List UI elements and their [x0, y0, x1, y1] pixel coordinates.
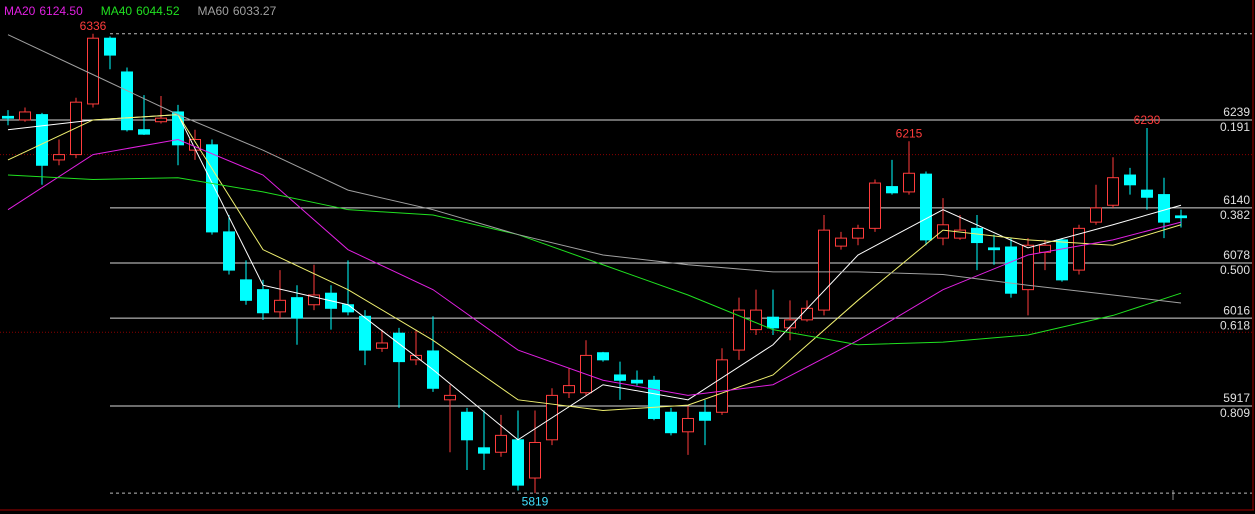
candle-body: [988, 247, 1000, 251]
candle-body: [614, 374, 626, 381]
candle-body: [1005, 246, 1017, 294]
candle-body: [1175, 215, 1187, 219]
candle-body: [733, 309, 745, 351]
candle-body: [920, 173, 932, 241]
extreme-annotation: 6230: [1134, 113, 1161, 127]
candle-body: [835, 237, 847, 247]
candle-body: [291, 297, 303, 319]
candle-body: [19, 111, 31, 121]
candle-body: [495, 434, 507, 453]
candle-body: [512, 439, 524, 486]
legend-name: MA20: [4, 4, 36, 18]
ma-line: [7, 34, 1182, 304]
candle-body: [886, 186, 898, 194]
candle-body: [121, 71, 133, 131]
level-price: 6016: [1223, 303, 1250, 317]
candle-body: [1158, 194, 1170, 223]
legend-value: 6124.50: [39, 4, 83, 18]
candle-body: [699, 411, 711, 421]
candle-body: [529, 441, 541, 479]
candle-body: [104, 37, 116, 56]
ma-line: [7, 174, 1182, 346]
candle-body: [665, 411, 677, 434]
candle-body: [376, 342, 388, 349]
legend-name: MA60: [198, 4, 230, 18]
candle-body: [87, 37, 99, 105]
candle-body: [631, 379, 643, 384]
level-ratio: 0.382: [1220, 208, 1250, 222]
candle-body: [155, 117, 167, 123]
candle-body: [2, 115, 14, 119]
candle-body: [359, 315, 371, 351]
candle-body: [954, 229, 966, 239]
candle-body: [903, 172, 915, 193]
candle-body: [240, 279, 252, 301]
candle-body: [1056, 239, 1068, 281]
ma-line: [7, 114, 1182, 411]
level-price: 6239: [1223, 105, 1250, 119]
candle-body: [1141, 189, 1153, 198]
candle-body: [767, 316, 779, 329]
level-ratio: 0.809: [1220, 406, 1250, 420]
candle-body: [1124, 174, 1136, 186]
candle-body: [716, 359, 728, 413]
candle-body: [784, 319, 796, 329]
level-price: 6140: [1223, 193, 1250, 207]
candle-body: [1073, 227, 1085, 271]
candle-body: [1090, 207, 1102, 223]
candle-body: [257, 289, 269, 314]
ma-line: [7, 138, 1182, 396]
candle-body: [206, 144, 218, 233]
candle-body: [937, 224, 949, 239]
extreme-annotation: 6215: [896, 126, 923, 140]
candle-body: [750, 309, 762, 331]
legend-name: MA40: [101, 4, 133, 18]
candle-body: [172, 111, 184, 146]
candle-body: [852, 227, 864, 239]
candle-body: [648, 379, 660, 419]
candle-body: [308, 294, 320, 306]
candle-body: [1107, 177, 1119, 206]
level-price: 6078: [1223, 248, 1250, 262]
candle-body: [444, 394, 456, 401]
candle-body: [478, 447, 490, 454]
candle-body: [971, 227, 983, 244]
candle-body: [1022, 244, 1034, 291]
candle-body: [563, 385, 575, 394]
level-ratio: 0.191: [1220, 120, 1250, 134]
candle-body: [393, 332, 405, 363]
candle-body: [869, 182, 881, 229]
candle-body: [410, 354, 422, 361]
candle-body: [682, 417, 694, 433]
candle-body: [274, 299, 286, 313]
candle-body: [818, 229, 830, 311]
candle-body: [138, 129, 150, 135]
candle-body: [36, 114, 48, 166]
ma-line: [7, 114, 1182, 441]
level-ratio: 0.618: [1220, 318, 1250, 332]
candle-body: [801, 307, 813, 321]
candle-body: [223, 231, 235, 271]
legend-value: 6033.27: [233, 4, 277, 18]
level-ratio: 0.500: [1220, 263, 1250, 277]
extreme-annotation: 6336: [80, 19, 107, 33]
candle-body: [597, 352, 609, 361]
legend-value: 6044.52: [136, 4, 180, 18]
extreme-annotation: 5819: [522, 494, 549, 508]
level-price: 5917: [1223, 391, 1250, 405]
candle-body: [53, 154, 65, 161]
candle-body: [461, 411, 473, 441]
